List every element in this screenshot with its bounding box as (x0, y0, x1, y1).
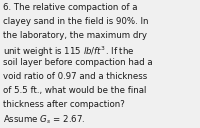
Text: clayey sand in the field is 90%. In: clayey sand in the field is 90%. In (3, 17, 148, 26)
Text: unit weight is 115 $lb/ft^3$. If the: unit weight is 115 $lb/ft^3$. If the (3, 45, 134, 59)
Text: thickness after compaction?: thickness after compaction? (3, 100, 124, 109)
Text: soil layer before compaction had a: soil layer before compaction had a (3, 58, 152, 67)
Text: void ratio of 0.97 and a thickness: void ratio of 0.97 and a thickness (3, 72, 147, 81)
Text: Assume $G_s$ = 2.67.: Assume $G_s$ = 2.67. (3, 114, 85, 126)
Text: the laboratory, the maximum dry: the laboratory, the maximum dry (3, 31, 147, 40)
Text: 6. The relative compaction of a: 6. The relative compaction of a (3, 3, 137, 12)
Text: of 5.5 ft., what would be the final: of 5.5 ft., what would be the final (3, 86, 146, 95)
